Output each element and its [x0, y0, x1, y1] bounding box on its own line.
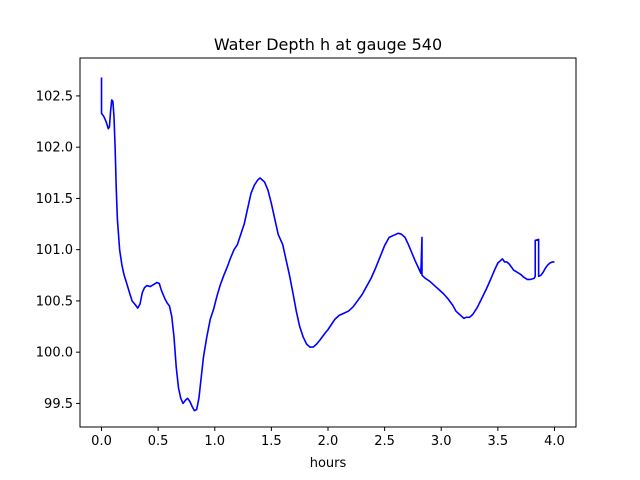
- x-tick-label: 1.5: [261, 434, 282, 449]
- x-tick-label: 0.0: [91, 434, 112, 449]
- y-tick-label: 99.5: [44, 397, 73, 412]
- x-tick-label: 3.0: [431, 434, 452, 449]
- y-tick-label: 101.0: [36, 243, 73, 258]
- x-axis-label: hours: [310, 456, 347, 471]
- x-axis-ticks: 0.0 0.5 1.0 1.5 2.0 2.5 3.0 3.5 4.0: [91, 427, 565, 449]
- y-tick-label: 100.0: [36, 346, 73, 361]
- x-tick-label: 4.0: [544, 434, 565, 449]
- y-tick-label: 102.0: [36, 141, 73, 156]
- chart-title: Water Depth h at gauge 540: [214, 35, 442, 54]
- y-tick-label: 101.5: [36, 192, 73, 207]
- y-axis-ticks: 99.5 100.0 100.5 101.0 101.5 102.0 102.5: [36, 89, 80, 412]
- plot-area: [100, 77, 555, 412]
- x-tick-label: 2.0: [318, 434, 339, 449]
- series-line-0: [100, 77, 555, 412]
- x-tick-label: 2.5: [374, 434, 395, 449]
- y-tick-label: 102.5: [36, 89, 73, 104]
- x-tick-label: 0.5: [148, 434, 169, 449]
- y-tick-label: 100.5: [36, 294, 73, 309]
- x-tick-label: 3.5: [488, 434, 509, 449]
- x-tick-label: 1.0: [204, 434, 225, 449]
